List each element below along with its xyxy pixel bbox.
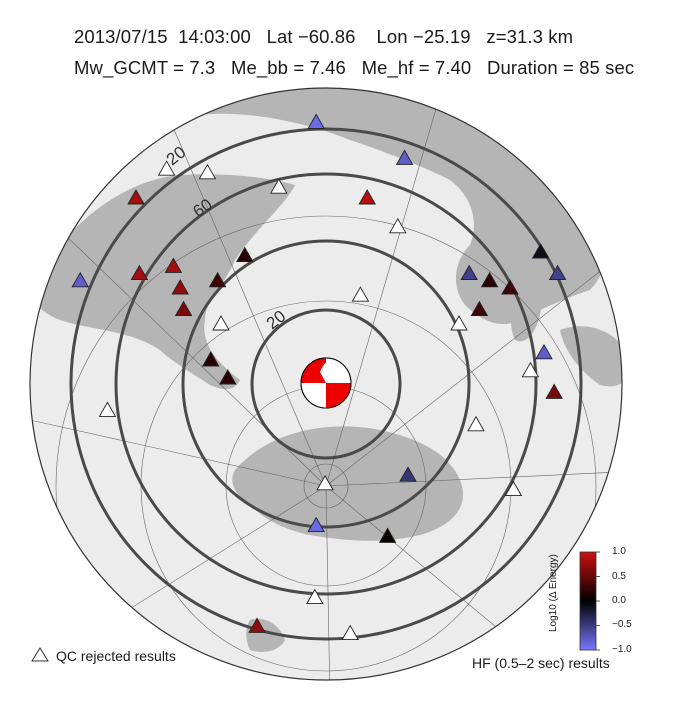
station-marker-icon bbox=[480, 271, 499, 288]
colorbar-tick-label: 1.0 bbox=[612, 546, 626, 557]
station-marker-icon bbox=[174, 300, 193, 317]
colorbar-title: Log10 (Δ Energy) bbox=[548, 554, 559, 632]
qc-legend-label: QC rejected results bbox=[56, 648, 176, 664]
landmass-south-america bbox=[30, 174, 295, 390]
station-marker-icon bbox=[127, 189, 145, 205]
station-qc-rejected-icon bbox=[270, 178, 288, 194]
station-marker-icon bbox=[501, 279, 519, 295]
station-marker-icon bbox=[395, 149, 414, 165]
header-line-2: Mw_GCMT = 7.3 Me_bb = 7.46 Me_hf = 7.40 … bbox=[74, 57, 635, 78]
qc-legend-triangle-icon bbox=[31, 647, 49, 662]
station-qc-rejected-icon bbox=[316, 474, 334, 491]
station-qc-rejected-icon bbox=[212, 315, 230, 331]
station-marker-icon bbox=[71, 271, 90, 288]
colorbar bbox=[579, 551, 597, 651]
station-qc-rejected-icon bbox=[351, 286, 370, 302]
colorbar-tick-label: 0.5 bbox=[612, 571, 626, 582]
colorbar-tick-label: −0.5 bbox=[612, 619, 632, 630]
station-qc-rejected-icon bbox=[450, 315, 468, 331]
station-marker-icon bbox=[171, 279, 189, 295]
station-marker-icon bbox=[130, 264, 149, 281]
colorbar-tick-label: 0.0 bbox=[612, 595, 626, 606]
station-marker-icon bbox=[307, 113, 325, 129]
station-marker-icon bbox=[164, 257, 183, 273]
station-qc-rejected-icon bbox=[157, 160, 176, 176]
header-line-1: 2013/07/15 14:03:00 Lat −60.86 Lon −25.1… bbox=[74, 26, 574, 47]
station-qc-rejected-icon bbox=[521, 361, 540, 378]
station-qc-rejected-icon bbox=[467, 415, 485, 432]
station-marker-icon bbox=[236, 246, 254, 263]
station-marker-icon bbox=[358, 189, 376, 205]
station-qc-rejected-icon bbox=[98, 401, 117, 417]
focal-mechanism-beachball bbox=[300, 357, 352, 409]
station-qc-rejected-icon bbox=[198, 163, 217, 180]
globe-outline bbox=[29, 87, 623, 681]
station-marker-icon bbox=[208, 271, 227, 288]
station-qc-rejected-icon bbox=[306, 588, 324, 605]
station-marker-icon bbox=[378, 527, 397, 543]
station-marker-icon bbox=[470, 300, 489, 317]
station-qc-rejected-icon bbox=[504, 480, 523, 497]
station-marker-icon bbox=[548, 264, 567, 281]
station-marker-icon bbox=[307, 516, 325, 533]
station-marker-icon bbox=[202, 351, 220, 367]
station-qc-rejected-icon bbox=[389, 217, 407, 234]
colorbar-tick-label: −1.0 bbox=[612, 644, 632, 655]
station-marker-icon bbox=[545, 383, 563, 399]
station-marker-icon bbox=[399, 466, 417, 482]
colorbar-ticks bbox=[596, 551, 600, 651]
station-marker-icon bbox=[248, 617, 266, 633]
station-marker-icon bbox=[535, 343, 553, 360]
distance-rings bbox=[69, 127, 583, 641]
station-qc-rejected-icon bbox=[341, 624, 359, 641]
station-marker-icon bbox=[219, 369, 237, 385]
station-marker-icon bbox=[460, 264, 478, 281]
hf-legend-label: HF (0.5–2 sec) results bbox=[472, 655, 610, 671]
stations-layer bbox=[71, 113, 567, 641]
station-marker-icon bbox=[531, 243, 550, 259]
